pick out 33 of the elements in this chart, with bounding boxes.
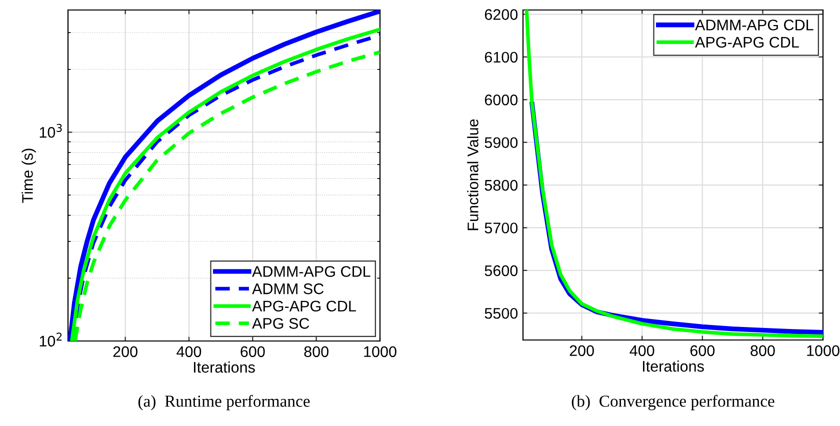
line-series: [524, 10, 823, 338]
y-tick-label: 6100: [484, 52, 518, 63]
x-tick-label: 800: [750, 345, 775, 356]
y-tick-label: 5900: [484, 137, 518, 148]
y-tick-label: 10$^{2}$: [40, 332, 62, 347]
y-tick-label: 6000: [484, 94, 518, 106]
y-tick-label: 10$^{3}$: [40, 124, 62, 138]
y-axis-title: Functional Value: [467, 119, 478, 230]
x-axis-title: Iterations: [194, 361, 255, 373]
x-tick-label: 200: [113, 346, 138, 358]
y-tick-label: 5600: [484, 265, 518, 276]
x-tick-label: 200: [570, 345, 594, 356]
legend-label: APG-APG CDL: [695, 36, 799, 48]
x-tick-label: 1000: [807, 345, 840, 356]
y-tick-label: 5700: [484, 222, 518, 234]
x-axis-title: Iterations: [642, 360, 704, 372]
x-tick-label: 600: [240, 346, 265, 358]
legend-label: APG SC: [252, 318, 310, 329]
y-axis-title: Time (s): [22, 148, 36, 203]
text: (a) Runtime performance: [138, 394, 310, 410]
legend-label: APG-APG CDL: [252, 300, 356, 312]
y-tick-label: 5800: [484, 180, 518, 191]
x-tick-label: 800: [304, 346, 328, 358]
legend-label: ADMM SC: [252, 283, 324, 294]
legend-label: ADMM-APG CDL: [695, 20, 814, 30]
x-tick-label: 600: [690, 345, 715, 356]
x-tick-label: 400: [176, 346, 202, 358]
y-tick-label: 5500: [484, 308, 518, 319]
x-tick-label: 400: [630, 345, 654, 356]
x-tick-label: 1000: [364, 346, 396, 358]
legend-label: ADMM-APG CDL: [252, 266, 370, 277]
y-tick-label: 6200: [484, 9, 518, 20]
text: (b) Convergence performance: [572, 394, 774, 410]
